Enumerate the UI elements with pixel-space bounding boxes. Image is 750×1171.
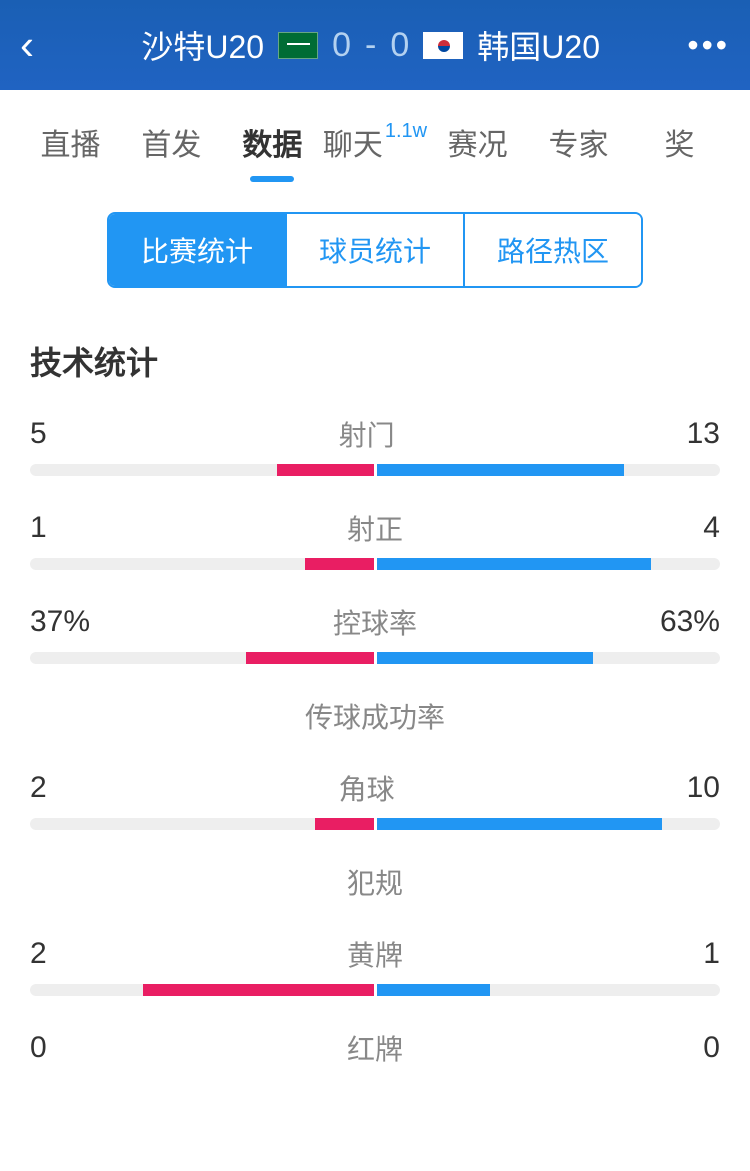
sub-tabs: 比赛统计球员统计路径热区 <box>0 212 750 288</box>
stat-bar <box>30 984 720 996</box>
nav-tab-label: 数据 <box>242 129 302 162</box>
stat-home-value: 37% <box>30 605 90 639</box>
home-bar-fill <box>315 818 373 830</box>
home-bar-fill <box>277 464 373 476</box>
away-bar-fill <box>377 984 490 996</box>
nav-tab-label: 奖 <box>664 129 694 162</box>
away-bar-fill <box>377 652 593 664</box>
stat-away-value: 1 <box>703 937 720 971</box>
nav-tab-1[interactable]: 首发 <box>121 110 222 182</box>
nav-tab-label: 赛况 <box>448 129 508 162</box>
stat-row: 犯规 <box>30 862 720 902</box>
home-bar-fill <box>305 558 374 570</box>
stat-name: 红牌 <box>347 1028 403 1068</box>
nav-tab-5[interactable]: 专家 <box>528 110 629 182</box>
sub-tab-0[interactable]: 比赛统计 <box>109 214 287 286</box>
section-title: 技术统计 <box>0 318 750 414</box>
stats-container: 5 射门 13 1 射正 4 37% 控球率 63% <box>0 414 750 1068</box>
stat-bar <box>30 652 720 664</box>
nav-tab-3[interactable]: 聊天1.1w <box>323 110 427 182</box>
stat-bar <box>30 464 720 476</box>
stat-away-value: 4 <box>703 511 720 545</box>
match-title: 沙特U20 0 - 0 韩国U20 <box>54 22 687 68</box>
nav-tab-label: 首发 <box>141 129 201 162</box>
stat-row: 传球成功率 <box>30 696 720 736</box>
away-score: 0 <box>390 26 409 65</box>
stat-row: 5 射门 13 <box>30 414 720 476</box>
stat-row: 1 射正 4 <box>30 508 720 570</box>
more-icon[interactable]: ••• <box>687 27 730 64</box>
stat-home-value: 5 <box>30 417 47 451</box>
nav-tab-label: 直播 <box>40 129 100 162</box>
nav-tabs: 直播 首发 数据聊天1.1w 赛况 专家 奖 <box>0 90 750 182</box>
stat-name: 射门 <box>339 414 395 454</box>
stat-away-value: 10 <box>687 771 720 805</box>
sub-tab-2[interactable]: 路径热区 <box>465 214 641 286</box>
stat-row: 2 黄牌 1 <box>30 934 720 996</box>
back-icon[interactable]: ‹ <box>20 21 34 69</box>
stat-home-value: 2 <box>30 937 47 971</box>
stat-row: 0 红牌 0 <box>30 1028 720 1068</box>
nav-tab-label: 聊天 <box>323 129 383 162</box>
away-bar-fill <box>377 464 624 476</box>
stat-name: 传球成功率 <box>305 696 445 736</box>
nav-tab-label: 专家 <box>549 129 609 162</box>
away-bar-fill <box>377 818 662 830</box>
away-team-name: 韩国U20 <box>477 22 600 68</box>
sub-tab-1[interactable]: 球员统计 <box>287 214 465 286</box>
away-bar-fill <box>377 558 652 570</box>
home-score: 0 <box>332 26 351 65</box>
stat-home-value: 2 <box>30 771 47 805</box>
stat-row: 37% 控球率 63% <box>30 602 720 664</box>
stat-name: 控球率 <box>333 602 417 642</box>
stat-name: 黄牌 <box>347 934 403 974</box>
match-header: ‹ 沙特U20 0 - 0 韩国U20 ••• <box>0 0 750 90</box>
home-bar-fill <box>143 984 373 996</box>
home-bar-fill <box>246 652 373 664</box>
stat-home-value: 1 <box>30 511 47 545</box>
stat-away-value: 63% <box>660 605 720 639</box>
nav-tab-0[interactable]: 直播 <box>20 110 121 182</box>
stat-bar <box>30 818 720 830</box>
away-team-flag-icon <box>423 32 463 59</box>
home-team-flag-icon <box>278 32 318 59</box>
stat-row: 2 角球 10 <box>30 768 720 830</box>
stat-name: 射正 <box>347 508 403 548</box>
nav-tab-badge: 1.1w <box>385 120 427 142</box>
nav-tab-4[interactable]: 赛况 <box>427 110 528 182</box>
stat-bar <box>30 558 720 570</box>
stat-home-value: 0 <box>30 1031 47 1065</box>
stat-name: 角球 <box>339 768 395 808</box>
nav-tab-6[interactable]: 奖 <box>629 110 730 182</box>
home-team-name: 沙特U20 <box>141 22 264 68</box>
stat-away-value: 0 <box>703 1031 720 1065</box>
score-separator: - <box>365 26 376 65</box>
stat-away-value: 13 <box>687 417 720 451</box>
stat-name: 犯规 <box>347 862 403 902</box>
nav-tab-2[interactable]: 数据 <box>222 110 323 182</box>
